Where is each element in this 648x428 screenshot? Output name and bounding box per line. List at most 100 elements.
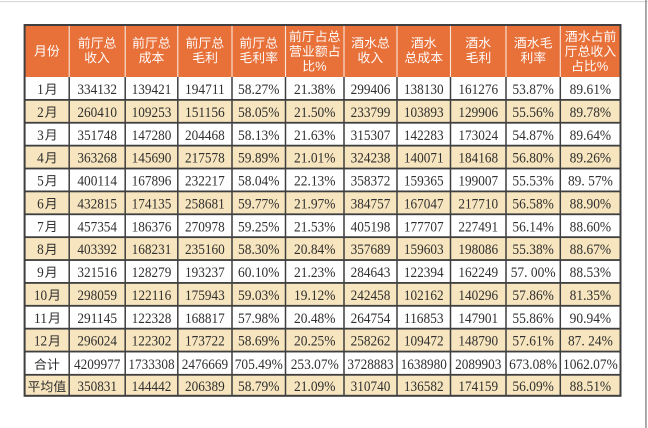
svg-text:136582: 136582 (404, 379, 444, 395)
svg-text:5: 5 (37, 174, 44, 190)
svg-text:258681: 258681 (185, 196, 225, 212)
svg-text:2: 2 (37, 105, 44, 121)
svg-text:55.86%: 55.86% (512, 311, 553, 327)
svg-text:206389: 206389 (185, 379, 225, 395)
svg-text:1733308: 1733308 (128, 357, 174, 373)
svg-text:57.61%: 57.61% (512, 334, 553, 350)
svg-text:184168: 184168 (458, 151, 498, 167)
svg-text:56.09%: 56.09% (512, 379, 553, 395)
svg-text:161276: 161276 (458, 82, 498, 98)
svg-text:198086: 198086 (458, 242, 498, 258)
svg-text:22.13%: 22.13% (294, 174, 335, 190)
svg-text:403392: 403392 (77, 242, 117, 258)
svg-text:298059: 298059 (77, 288, 117, 304)
svg-text:88.90%: 88.90% (570, 196, 611, 212)
svg-text:103893: 103893 (404, 105, 444, 121)
svg-text:193237: 193237 (185, 265, 225, 281)
svg-text:88.67%: 88.67% (570, 242, 611, 258)
svg-text:2089903: 2089903 (455, 357, 501, 373)
svg-text:20.25%: 20.25% (294, 334, 335, 350)
svg-text:122328: 122328 (132, 311, 172, 327)
svg-text:55.53%: 55.53% (512, 174, 553, 190)
svg-text:122394: 122394 (404, 265, 444, 281)
svg-text:217710: 217710 (458, 196, 498, 212)
svg-text:57.86%: 57.86% (512, 288, 553, 304)
svg-text:122116: 122116 (132, 288, 172, 304)
svg-text:102162: 102162 (404, 288, 444, 304)
svg-text:109472: 109472 (404, 334, 444, 350)
svg-text:351748: 351748 (77, 128, 117, 144)
svg-text:89. 57%: 89. 57% (568, 174, 613, 190)
svg-text:116853: 116853 (404, 311, 444, 327)
svg-text:173024: 173024 (458, 128, 498, 144)
svg-text:54.87%: 54.87% (512, 128, 553, 144)
svg-text:57.98%: 57.98% (238, 311, 279, 327)
svg-text:3: 3 (37, 128, 44, 144)
svg-text:173722: 173722 (185, 334, 225, 350)
svg-text:89.26%: 89.26% (570, 151, 611, 167)
svg-text:21.38%: 21.38% (294, 82, 335, 98)
svg-text:1062.07%: 1062.07% (563, 357, 618, 373)
svg-text:21.50%: 21.50% (294, 105, 335, 121)
svg-text:58.13%: 58.13% (238, 128, 279, 144)
svg-text:7: 7 (37, 219, 44, 235)
svg-text:58.79%: 58.79% (238, 379, 279, 395)
svg-text:21.97%: 21.97% (294, 196, 335, 212)
svg-text:147280: 147280 (132, 128, 172, 144)
svg-text:174159: 174159 (458, 379, 498, 395)
svg-text:58.05%: 58.05% (238, 105, 279, 121)
svg-text:321516: 321516 (77, 265, 117, 281)
svg-text:217578: 217578 (185, 151, 225, 167)
svg-text:147901: 147901 (458, 311, 498, 327)
svg-text:128279: 128279 (132, 265, 172, 281)
svg-text:140071: 140071 (404, 151, 444, 167)
svg-text:384757: 384757 (351, 196, 391, 212)
svg-text:21.23%: 21.23% (294, 265, 335, 281)
svg-text:253.07%: 253.07% (291, 357, 339, 373)
svg-text:258262: 258262 (351, 334, 391, 350)
svg-text:264754: 264754 (351, 311, 391, 327)
svg-text:59.03%: 59.03% (238, 288, 279, 304)
svg-text:4: 4 (37, 151, 44, 167)
svg-text:168817: 168817 (185, 311, 225, 327)
svg-text:194711: 194711 (185, 82, 225, 98)
svg-text:232217: 232217 (185, 174, 225, 190)
svg-text:57. 00%: 57. 00% (511, 265, 556, 281)
svg-text:109253: 109253 (132, 105, 172, 121)
svg-text:199007: 199007 (458, 174, 498, 190)
svg-text:140296: 140296 (458, 288, 498, 304)
svg-text:8: 8 (37, 242, 44, 258)
svg-text:21.63%: 21.63% (294, 128, 335, 144)
svg-text:363268: 363268 (77, 151, 117, 167)
svg-text:56.58%: 56.58% (512, 196, 553, 212)
svg-text:89.78%: 89.78% (570, 105, 611, 121)
svg-text:159603: 159603 (404, 242, 444, 258)
svg-text:324238: 324238 (351, 151, 391, 167)
svg-text:167896: 167896 (132, 174, 172, 190)
svg-text:159365: 159365 (404, 174, 444, 190)
svg-text:204468: 204468 (185, 128, 225, 144)
svg-text:350831: 350831 (77, 379, 117, 395)
svg-text:432815: 432815 (77, 196, 117, 212)
svg-text:89.64%: 89.64% (570, 128, 611, 144)
svg-text:235160: 235160 (185, 242, 225, 258)
svg-text:358372: 358372 (351, 174, 391, 190)
svg-text:129906: 129906 (458, 105, 498, 121)
svg-text:705.49%: 705.49% (235, 357, 283, 373)
svg-text:56.80%: 56.80% (512, 151, 553, 167)
svg-text:405198: 405198 (351, 219, 391, 235)
svg-text:151156: 151156 (185, 105, 225, 121)
svg-text:21.53%: 21.53% (294, 219, 335, 235)
svg-text:21.09%: 21.09% (294, 379, 335, 395)
svg-text:20.48%: 20.48% (294, 311, 335, 327)
svg-text:88.51%: 88.51% (570, 379, 611, 395)
svg-text:58.69%: 58.69% (238, 334, 279, 350)
svg-text:334132: 334132 (77, 82, 117, 98)
svg-text:167047: 167047 (404, 196, 444, 212)
svg-text:291145: 291145 (77, 311, 117, 327)
svg-text:58.04%: 58.04% (238, 174, 279, 190)
svg-text:310740: 310740 (351, 379, 391, 395)
svg-text:186376: 186376 (132, 219, 172, 235)
svg-text:142283: 142283 (404, 128, 444, 144)
svg-text:4209977: 4209977 (74, 357, 120, 373)
